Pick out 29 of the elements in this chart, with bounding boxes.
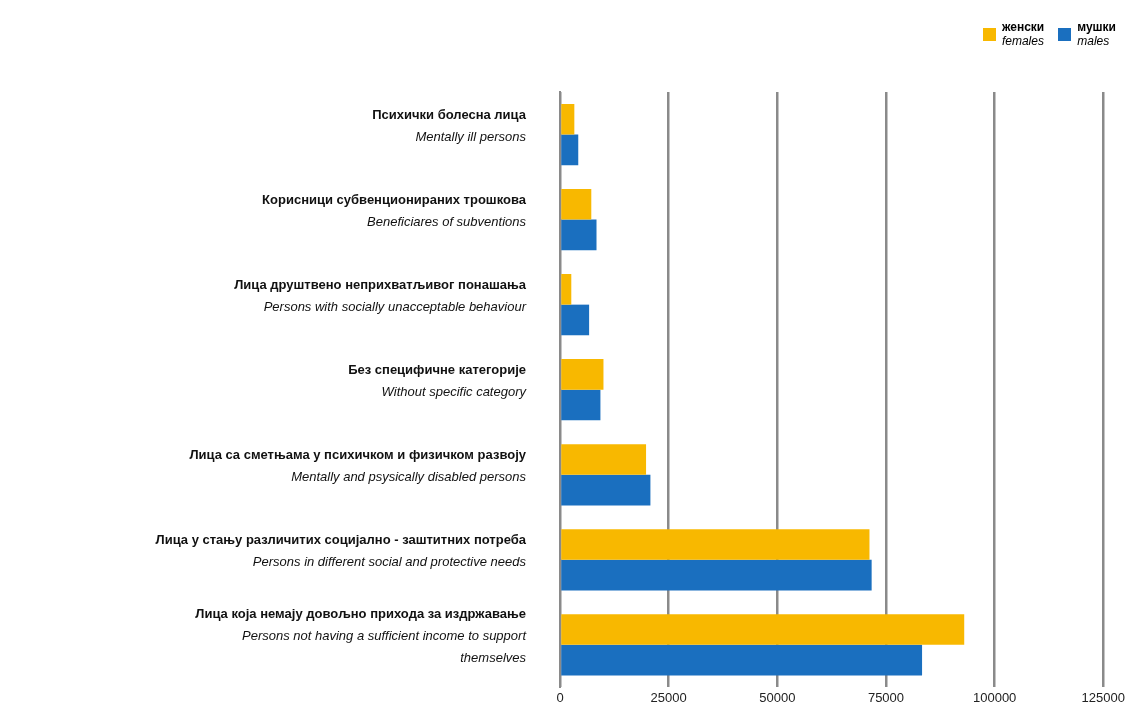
bar (561, 188, 592, 220)
y-tick-label: Лица која немају довољно прихода за издржавање Persons not having a sufficient income to support themselves (195, 606, 528, 666)
y-tick-label: Лица у стању различитих социјално - заштитних потреба Persons in different social and protective needs (155, 532, 527, 570)
x-tick-label: 25000 (650, 689, 687, 705)
legend-label: мушки males (1077, 20, 1116, 48)
bar (561, 359, 604, 390)
bar (561, 304, 590, 336)
x-tick-label: 75000 (867, 689, 905, 705)
bar (561, 444, 647, 475)
y-tick-label: Без специфичне категорије Without specific category (348, 362, 528, 400)
bar (561, 474, 651, 506)
x-tick-label: 50000 (759, 689, 796, 705)
y-tick-label: Корисници субвенционираних трошкова Beneficiares of subventions (262, 192, 527, 230)
bar (561, 529, 870, 560)
y-tick-label: Лица са сметњама у психичком и физичком развоју Mentally and psysically disabled persons (189, 447, 527, 485)
bar (561, 103, 575, 135)
bar (561, 389, 601, 421)
x-tick-label: 125000 (1081, 689, 1126, 705)
x-tick-label: 100000 (972, 689, 1017, 705)
bar (561, 559, 872, 591)
y-tick-label: Лица друштвено неприхватљивог понашања Persons with socially unacceptable behaviour (234, 277, 527, 315)
y-tick-label: Психички болесна лица Mentally ill persons (372, 107, 527, 145)
legend-label: женски females (1001, 20, 1045, 48)
bar (561, 274, 572, 305)
bar (561, 644, 923, 676)
bar (561, 219, 597, 251)
x-tick-label: 0 (556, 689, 564, 705)
bar (561, 614, 965, 645)
bar (561, 134, 579, 166)
